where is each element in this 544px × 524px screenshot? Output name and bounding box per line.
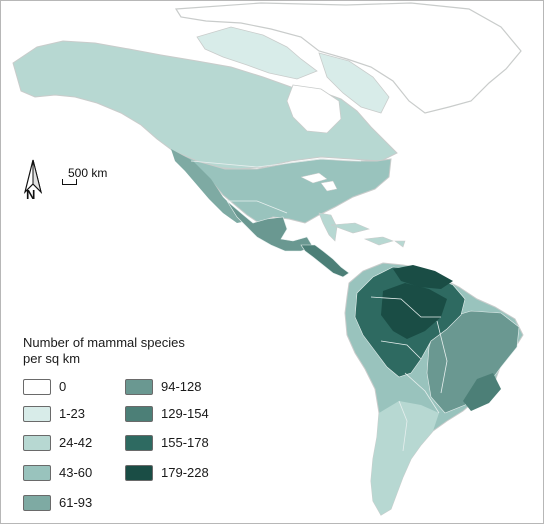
scale-bar-line xyxy=(62,179,77,185)
legend-swatch xyxy=(125,406,153,422)
southern-cone-region xyxy=(371,401,439,515)
guiana-region xyxy=(393,265,453,289)
legend-swatch xyxy=(23,435,51,451)
legend-swatch xyxy=(23,495,51,511)
greenland-region xyxy=(174,2,522,114)
legend: Number of mammal species per sq km 0 1-2… xyxy=(23,335,263,515)
alaska-canada-region xyxy=(12,40,398,170)
legend-label: 24-42 xyxy=(59,435,93,450)
mexico-region xyxy=(226,200,314,252)
legend-label: 0 xyxy=(59,379,67,394)
scale-bar-label: 500 km xyxy=(68,166,108,180)
legend-title: Number of mammal species per sq km xyxy=(23,335,185,366)
central-america-region xyxy=(300,244,350,278)
caribbean-islands xyxy=(330,222,406,248)
legend-swatch xyxy=(23,465,51,481)
legend-label: 61-93 xyxy=(59,495,93,510)
great-lakes xyxy=(300,172,338,192)
hudson-bay xyxy=(286,84,342,134)
legend-label: 94-128 xyxy=(161,379,202,394)
north-arrow-label: N xyxy=(26,187,36,202)
legend-swatch xyxy=(23,379,51,395)
legend-swatch xyxy=(125,465,153,481)
baffin-island-region xyxy=(318,52,390,114)
legend-swatch xyxy=(125,379,153,395)
legend-label: 179-228 xyxy=(161,465,209,480)
florida-region xyxy=(318,212,338,242)
legend-swatch xyxy=(23,406,51,422)
atlantic-forest-region xyxy=(463,373,501,411)
legend-label: 155-178 xyxy=(161,435,209,450)
legend-label: 129-154 xyxy=(161,406,209,421)
north-arrow-icon xyxy=(23,159,43,194)
arctic-islands-region xyxy=(196,26,318,80)
legend-swatch xyxy=(125,435,153,451)
country-borders xyxy=(190,158,448,452)
legend-label: 1-23 xyxy=(59,406,86,421)
western-mountains-region xyxy=(171,149,247,223)
legend-label: 43-60 xyxy=(59,465,93,480)
